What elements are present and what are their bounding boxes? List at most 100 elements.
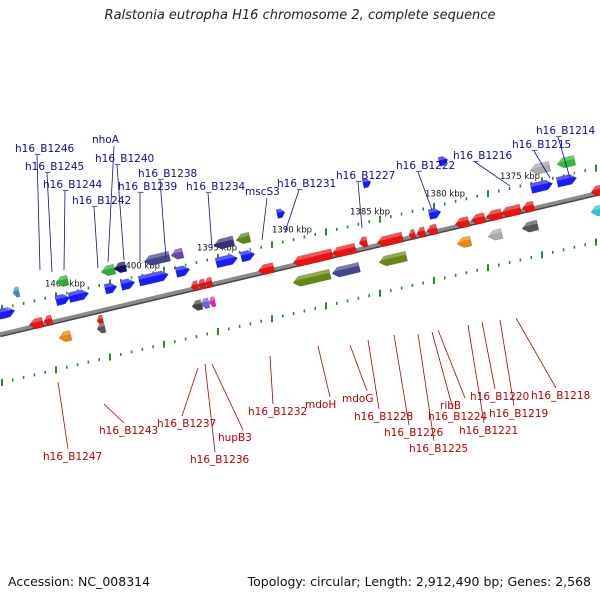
scale-label: 1400 kbp: [120, 262, 160, 272]
leader-line: [357, 181, 363, 229]
reverse-gene: [376, 231, 404, 247]
gene-label-top: h16_B1239: [118, 181, 177, 193]
gene-label-bottom: h16_B1236: [190, 454, 250, 466]
accession-text: Accession: NC_008314: [8, 574, 151, 589]
leader-line: [417, 333, 435, 442]
leader-line: [515, 317, 557, 389]
leader-line: [284, 189, 300, 233]
scale-label: 1375 kbp: [500, 172, 540, 182]
scale-label: 1395 kbp: [197, 243, 237, 253]
leader-line: [474, 161, 511, 187]
reverse-gene: [200, 297, 211, 309]
forward-gene: [119, 277, 136, 291]
gene-label-top: h16_B1242: [72, 195, 131, 207]
gene-label-top: h16_B1222: [396, 160, 455, 172]
reverse-gene: [235, 231, 252, 245]
gene-label-bottom: h16_B1243: [99, 425, 158, 437]
reverse-gene: [331, 242, 358, 258]
map-title: Ralstonia eutropha H16 chromosome 2, com…: [104, 8, 496, 23]
leader-line: [557, 136, 571, 179]
gene-label-bottom: hupB3: [218, 432, 252, 444]
topology-text: Topology: circular; Length: 2,912,490 bp…: [247, 574, 591, 589]
reverse-gene: [470, 212, 487, 225]
leader-line: [46, 172, 53, 273]
gene-label-top: h16_B1244: [43, 179, 103, 191]
reverse-gene: [500, 203, 523, 218]
forward-gene: [137, 269, 169, 287]
reverse-gene: [27, 316, 45, 330]
forward-gene: [427, 207, 442, 220]
scale-label: 1390 kbp: [272, 226, 312, 236]
leader-line: [93, 206, 99, 269]
gene-label-top: h16_B1246: [15, 143, 75, 155]
scale-label: 1380 kbp: [425, 190, 465, 200]
gene-label-top: h16_B1215: [512, 139, 571, 151]
reverse-gene: [590, 184, 600, 197]
reverse-gene: [113, 261, 128, 274]
forward-gene: [529, 178, 554, 194]
leader-line: [207, 192, 213, 249]
reverse-gene: [456, 235, 473, 248]
reverse-gene: [521, 200, 536, 213]
gene-label-bottom: h16_B1232: [248, 406, 307, 418]
gene-label-top: h16_B1245: [25, 161, 84, 173]
leader-line: [116, 164, 125, 261]
forward-gene: [103, 281, 118, 295]
gene-label-bottom: mdoH: [305, 399, 336, 411]
reverse-gene: [213, 235, 236, 250]
gene-label-top: h16_B1216: [453, 150, 513, 162]
gene-label-top: nhoA: [92, 134, 120, 146]
leader-line: [431, 331, 454, 410]
leader-line: [57, 381, 69, 450]
reverse-gene: [485, 208, 504, 222]
leader-line: [261, 197, 268, 241]
reverse-gene: [208, 296, 217, 308]
leader-line: [63, 190, 66, 271]
leader-line: [36, 154, 41, 271]
leader-line: [269, 355, 274, 405]
reverse-gene: [170, 247, 185, 260]
forward-gene: [275, 207, 286, 219]
reverse-gene: [143, 250, 171, 266]
gene-label-bottom: h16_B1220: [470, 391, 529, 403]
leader-line: [533, 150, 551, 179]
reverse-gene: [378, 250, 408, 267]
gene-label-top: h16_B1214: [536, 125, 596, 137]
leader-line: [211, 363, 244, 431]
forward-gene: [214, 253, 239, 269]
scale-label: 1385 kbp: [350, 207, 390, 217]
reverse-gene: [556, 155, 577, 169]
reverse-gene: [454, 216, 471, 229]
gene-label-bottom: h16_B1226: [384, 427, 444, 439]
reverse-gene: [257, 262, 276, 275]
leader-line: [499, 319, 515, 407]
gene-label-bottom: h16_B1224: [428, 411, 488, 423]
reverse-gene: [190, 280, 200, 292]
reverse-gene: [590, 204, 600, 217]
forward-gene: [174, 264, 191, 278]
forward-gene: [67, 288, 90, 304]
leader-line: [417, 171, 433, 211]
leader-line: [107, 145, 115, 263]
reverse-gene: [521, 219, 540, 233]
leader-line: [481, 321, 496, 390]
reverse-gene: [292, 248, 334, 267]
leader-line: [181, 367, 199, 417]
reverse-gene: [358, 236, 369, 248]
reverse-gene: [204, 276, 214, 289]
gene-label-top: h16_B1234: [186, 181, 246, 193]
leader-line: [204, 363, 216, 453]
gene-label-top: h16_B1227: [336, 170, 395, 182]
reverse-gene: [191, 299, 204, 311]
leader-line: [103, 403, 125, 424]
leader-line: [393, 334, 410, 426]
reverse-gene: [292, 268, 332, 287]
gene-label-bottom: h16_B1228: [354, 411, 413, 423]
leader-line: [349, 344, 368, 392]
gene-label-bottom: h16_B1247: [43, 451, 102, 463]
gene-label-bottom: h16_B1218: [531, 390, 590, 402]
reverse-gene: [408, 228, 417, 240]
forward-gene: [0, 306, 12, 320]
reverse-gene: [55, 274, 70, 287]
